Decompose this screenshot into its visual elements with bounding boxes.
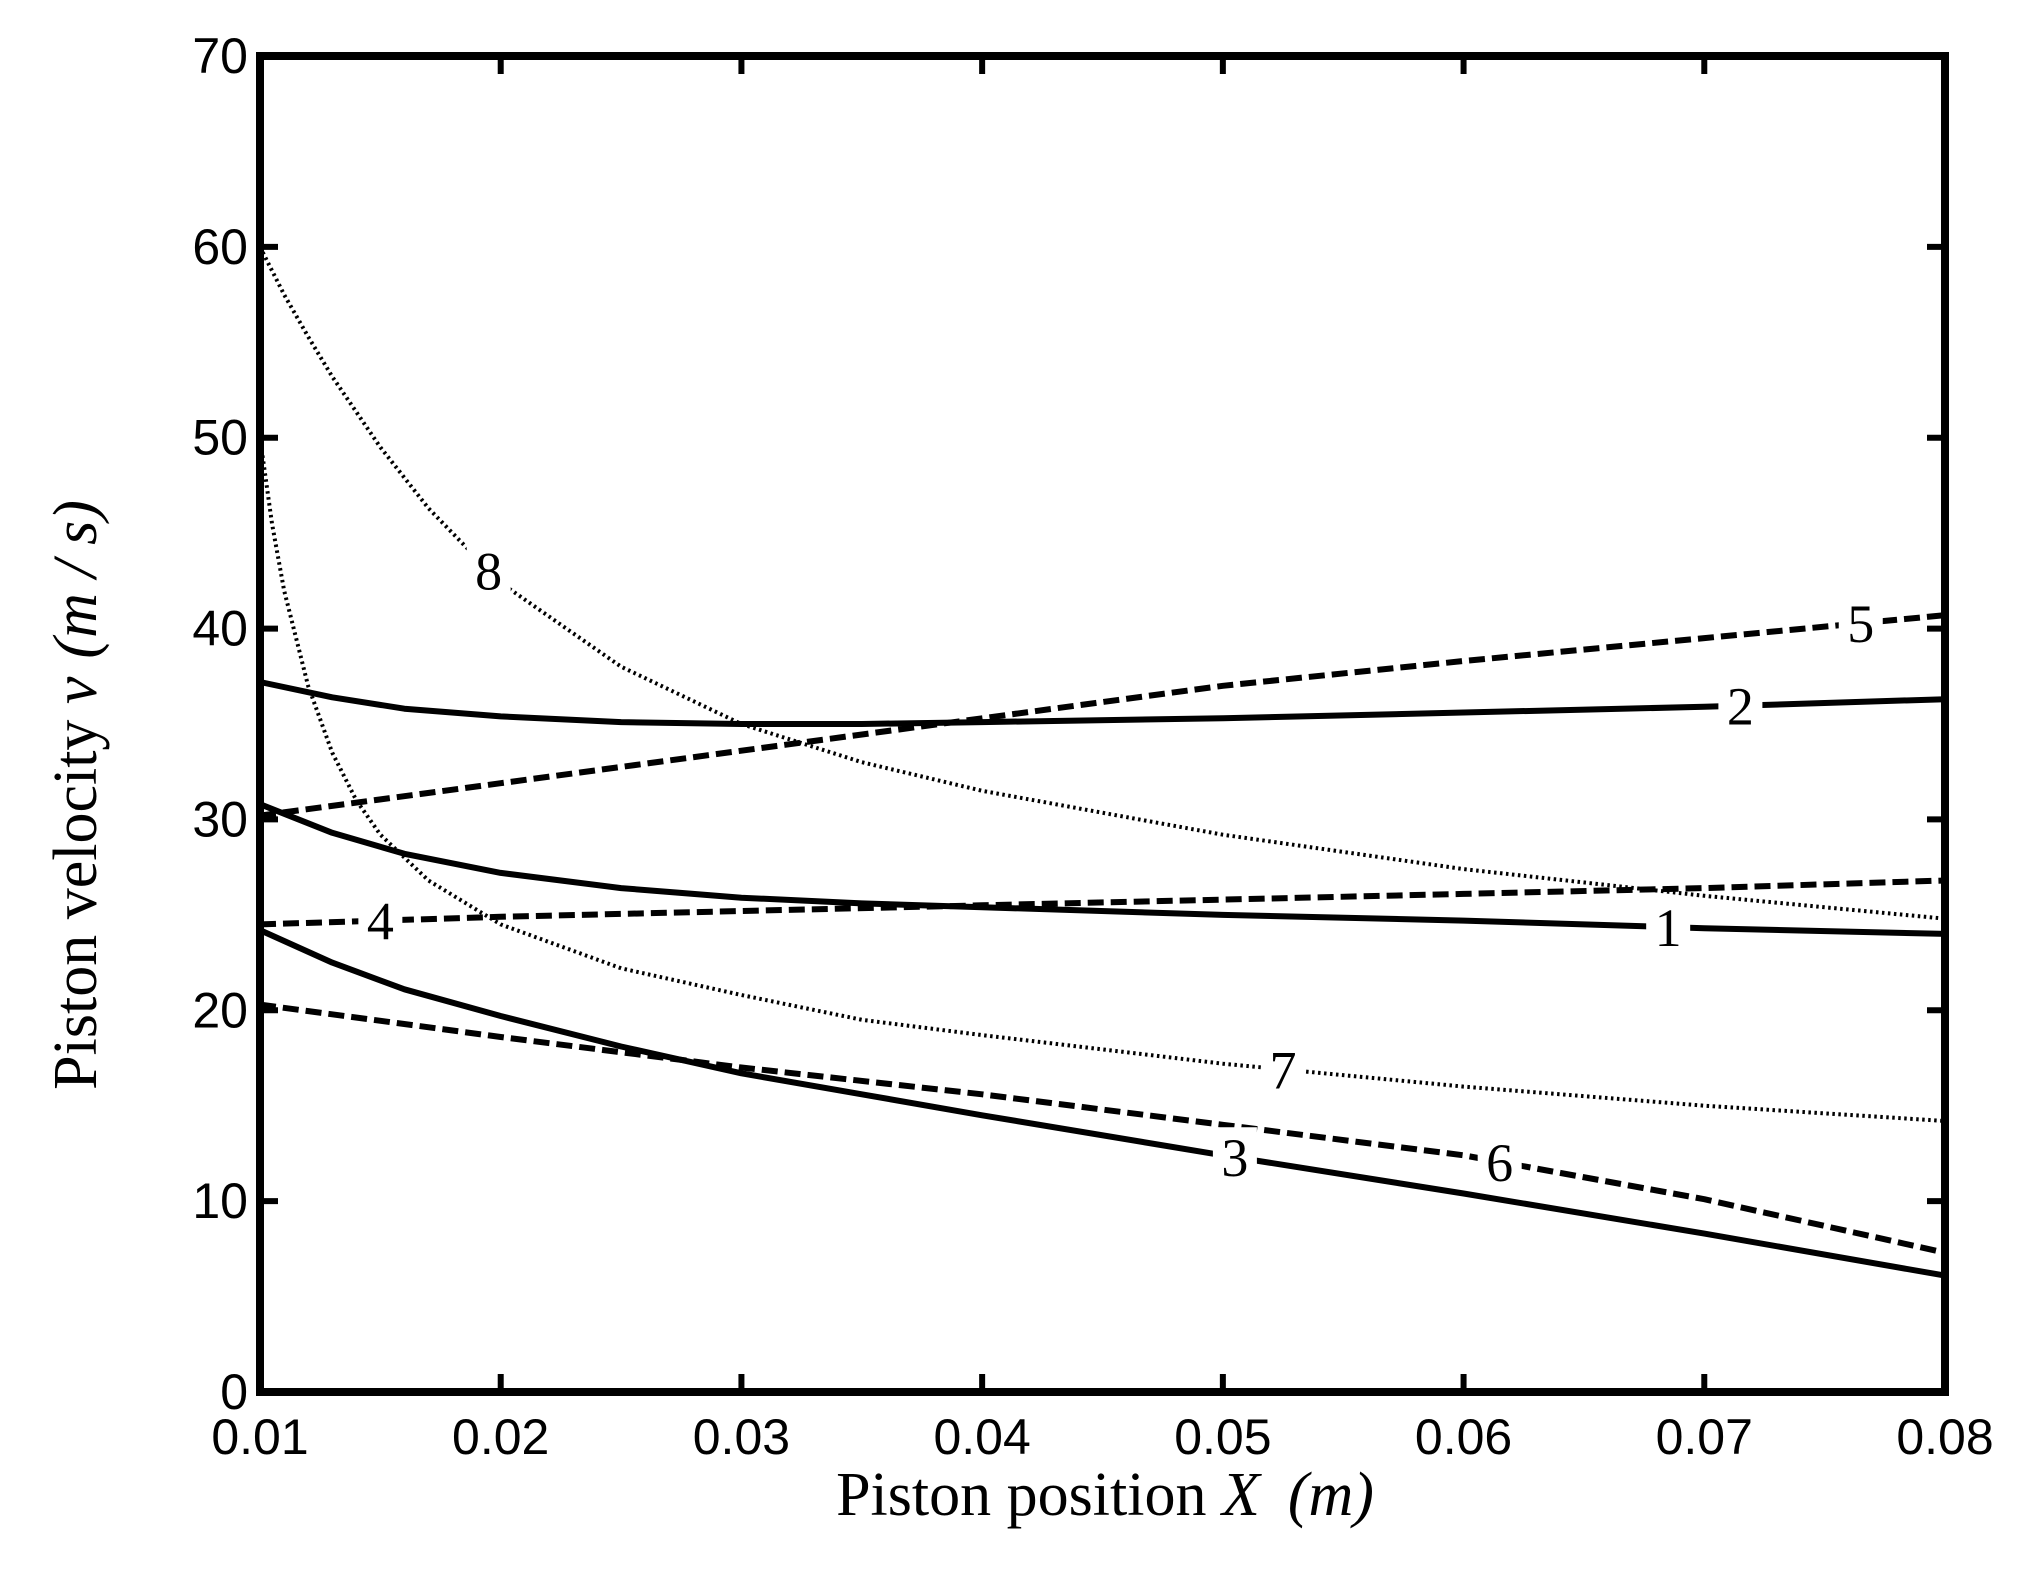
y-tick-label: 0 [220, 1364, 248, 1420]
series-7-label: 7 [1270, 1040, 1297, 1100]
x-tick-label: 0.08 [1896, 1409, 1993, 1465]
series-3-label-bg [1212, 1127, 1257, 1188]
x-tick-labels: 0.01 0.02 0.03 0.04 0.05 0.06 0.07 0.08 [211, 1409, 1993, 1465]
x-tick-label: 0.02 [452, 1409, 549, 1465]
x-axis-title: Piston position X (m) [836, 1461, 1374, 1529]
x-axis-unit: (m) [1288, 1461, 1374, 1529]
y-tick-labels: 0 10 20 30 40 50 60 70 [192, 28, 248, 1420]
y-axis-unit: (m / s) [42, 500, 110, 658]
y-tick-label: 50 [192, 410, 248, 466]
x-tick-label: 0.04 [933, 1409, 1030, 1465]
x-axis-title-text: Piston position [836, 1461, 1222, 1529]
axis-ticks [257, 53, 1948, 1395]
series-7-line [258, 437, 1946, 1123]
plot-frame [256, 52, 1949, 1396]
y-tick-label: 20 [192, 982, 248, 1038]
y-tick-label: 30 [192, 791, 248, 847]
series-4-label-bg [358, 890, 403, 951]
x-tick-label: 0.05 [1174, 1409, 1271, 1465]
y-tick-label: 10 [192, 1173, 248, 1229]
series-1-label: 1 [1655, 898, 1682, 958]
series-1-line [258, 801, 1946, 937]
series-5-label-bg [1838, 593, 1883, 654]
series-1-label-bg [1646, 897, 1691, 958]
series-2-label: 2 [1727, 677, 1754, 737]
series-4-line [259, 877, 1946, 928]
series-7-label-bg [1261, 1039, 1306, 1100]
curve-labels: 1 2 3 4 5 6 7 8 [358, 540, 1883, 1193]
x-axis-variable: X [1219, 1461, 1262, 1529]
series-6-line [259, 1001, 1946, 1256]
x-tick-label: 0.03 [693, 1409, 790, 1465]
data-curves [258, 245, 1946, 1279]
y-tick-label: 40 [192, 601, 248, 657]
series-8-label: 8 [475, 541, 502, 601]
series-4-label: 4 [367, 892, 394, 952]
series-6-label: 6 [1486, 1133, 1513, 1193]
series-6-label-bg [1477, 1131, 1522, 1192]
y-axis-title: Piston velocity v (m / s) [42, 500, 110, 1090]
series-8-line [258, 245, 1946, 921]
series-3-line [258, 927, 1946, 1279]
y-tick-label: 70 [192, 28, 248, 84]
series-8-label-bg [466, 540, 511, 601]
y-axis-title-text: Piston velocity [42, 704, 110, 1090]
x-tick-label: 0.07 [1656, 1409, 1753, 1465]
x-tick-label: 0.06 [1415, 1409, 1512, 1465]
y-tick-label: 60 [192, 219, 248, 275]
series-5-line [259, 612, 1946, 819]
series-3-label: 3 [1221, 1128, 1248, 1188]
y-axis-variable: v [42, 676, 110, 704]
series-2-line [259, 679, 1946, 727]
series-2-label-bg [1718, 675, 1763, 736]
x-tick-label: 0.01 [211, 1409, 308, 1465]
series-5-label: 5 [1847, 594, 1874, 654]
